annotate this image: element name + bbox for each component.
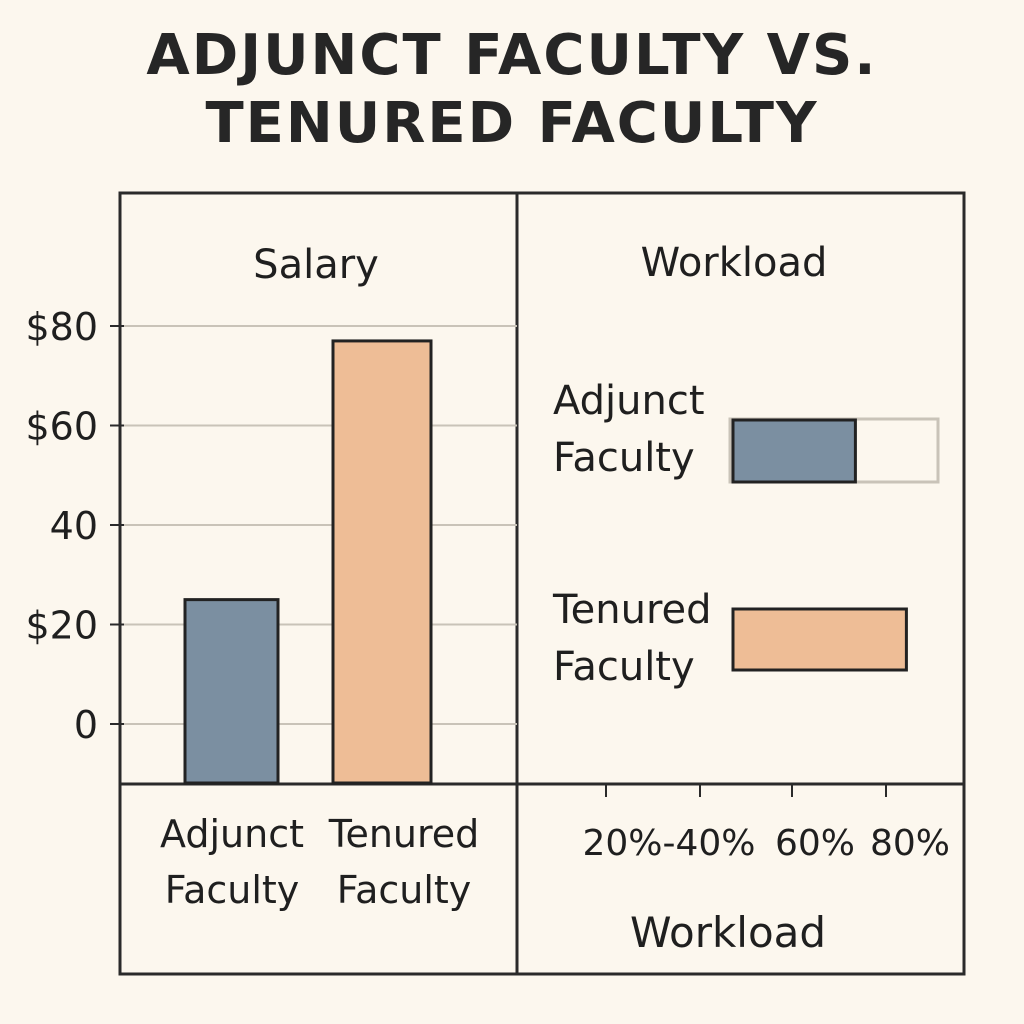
salary-y-tick-label: 0 (74, 703, 98, 747)
salary-x-label-tenured-faculty-line-1: Tenured (328, 812, 480, 856)
salary-x-label-adjunct-faculty-line-2: Faculty (165, 868, 300, 912)
workload-label-adjunct-faculty-line-1: Adjunct (553, 378, 705, 424)
salary-y-tick-label: 40 (50, 504, 98, 548)
workload-x-tick-label: 20%-40% (582, 823, 755, 864)
workload-x-tick-label: 80% (870, 823, 950, 864)
workload-axis-title: Workload (630, 908, 826, 957)
chart-outer-frame (118, 191, 966, 976)
workload-category-labels: Adjunct Faculty Tenured Faculty (552, 378, 712, 690)
workload-label-adjunct-faculty-line-2: Faculty (553, 435, 695, 481)
workload-x-axis: 20%-40% 60% 80% (582, 784, 950, 864)
workload-label-tenured-faculty-line-2: Faculty (553, 644, 695, 690)
salary-x-label-adjunct-faculty-line-1: Adjunct (160, 812, 304, 856)
salary-bars (183, 339, 433, 785)
salary-y-tick-label: $80 (25, 305, 98, 349)
salary-gridlines (120, 325, 517, 725)
workload-bars (728, 417, 940, 672)
workload-label-tenured-faculty-line-1: Tenured (552, 587, 712, 633)
salary-bar-tenured-faculty (331, 339, 433, 785)
salary-y-tick-label: $60 (25, 405, 98, 449)
salary-x-label-tenured-faculty-line-2: Faculty (337, 868, 472, 912)
title-line-2: TENURED FACULTY (205, 91, 819, 156)
salary-x-axis: Adjunct Faculty Tenured Faculty (160, 812, 479, 912)
salary-y-axis: $80 $60 40 $20 0 (25, 305, 124, 747)
workload-x-tick-label: 60% (775, 823, 855, 864)
workload-bar-adjunct-faculty (731, 418, 857, 484)
salary-y-tick-label: $20 (25, 604, 98, 648)
salary-panel-title: Salary (253, 242, 379, 288)
title-line-1: ADJUNCT FACULTY VS. (146, 23, 878, 88)
workload-panel-title: Workload (641, 240, 828, 286)
chart-title: ADJUNCT FACULTY VS. TENURED FACULTY (0, 22, 1024, 158)
workload-bar-tenured-faculty (731, 607, 908, 672)
salary-bar-adjunct-faculty (183, 598, 280, 785)
